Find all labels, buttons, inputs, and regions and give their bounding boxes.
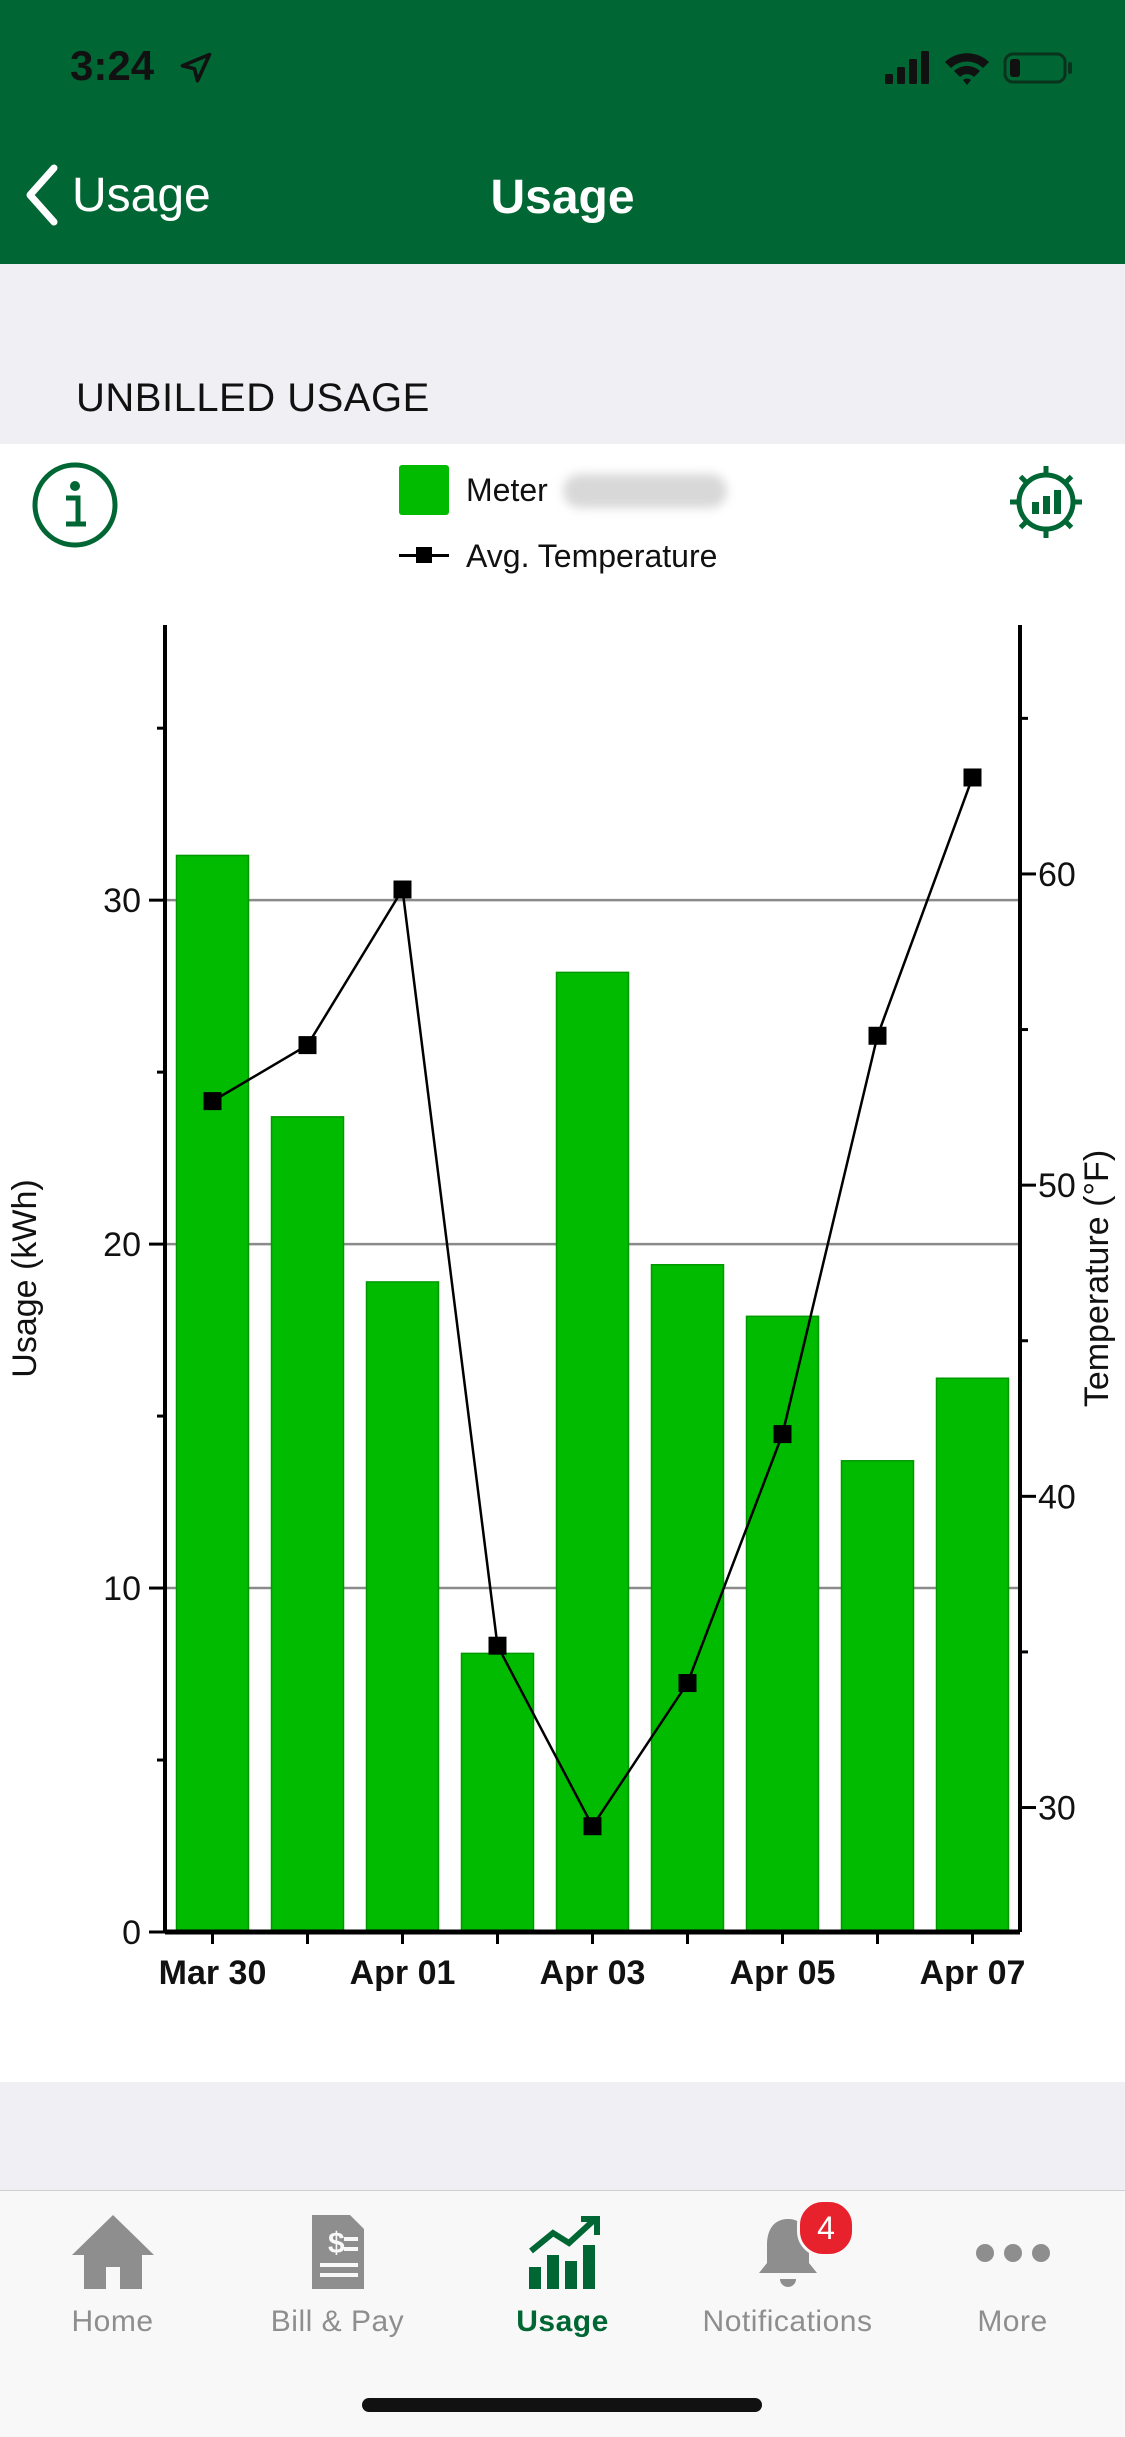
back-label: Usage — [72, 168, 211, 222]
section-header — [0, 264, 1125, 444]
header: 3:24 Usage Usage — [0, 0, 1125, 264]
tab-more[interactable]: More — [900, 2211, 1125, 2361]
status-time: 3:24 — [70, 42, 155, 89]
tab-usage[interactable]: Usage — [450, 2211, 675, 2361]
usage-chart: 0 10 20 30 30 40 50 60 Mar 30 Apr 01 Apr 03 Apr 05 A… — [6, 625, 1116, 1992]
temperature-point — [203, 1092, 222, 1111]
tab-home[interactable]: Home — [0, 2211, 225, 2361]
usage-chart-icon — [528, 2216, 600, 2289]
tab-more-label: More — [977, 2305, 1048, 2338]
temperature-point — [773, 1425, 792, 1444]
temperature-point — [963, 768, 982, 787]
status-icons — [885, 51, 1072, 85]
meter-number-redacted — [563, 474, 727, 508]
legend-temp-marker — [416, 547, 432, 563]
bar — [270, 1116, 345, 1933]
temperature-point — [488, 1636, 507, 1655]
bill-icon: $ — [311, 2215, 364, 2289]
chevron-left-icon — [26, 164, 58, 226]
y2-tick-label: 60 — [1038, 856, 1076, 894]
signal-icon — [885, 51, 929, 84]
y-tick-label: 30 — [103, 882, 141, 920]
x-tick-label: Mar 30 — [159, 1954, 267, 1992]
battery-icon — [1003, 52, 1072, 84]
back-button[interactable]: Usage — [22, 160, 211, 230]
info-icon[interactable] — [30, 460, 120, 550]
x-tick-label: Apr 07 — [920, 1954, 1026, 1992]
tab-notifications[interactable]: 4 Notifications — [675, 2199, 900, 2361]
temperature-point — [298, 1036, 317, 1055]
page-title: Usage — [490, 171, 635, 224]
bar — [555, 971, 630, 1933]
home-indicator — [362, 2398, 762, 2412]
bar — [460, 1652, 535, 1933]
bar — [650, 1263, 725, 1933]
svg-text:$: $ — [328, 2227, 345, 2260]
temperature-point — [868, 1026, 887, 1045]
y-tick-label: 20 — [103, 1226, 141, 1264]
y2-tick-label: 30 — [1038, 1790, 1076, 1828]
tab-notifications-label: Notifications — [702, 2305, 873, 2338]
legend-meter-swatch — [399, 465, 449, 515]
section-title: UNBILLED USAGE — [76, 376, 430, 420]
notification-badge: 4 — [797, 2199, 855, 2257]
y2-axis-title: Temperature (°F) — [1078, 1150, 1116, 1407]
y-tick-label: 10 — [103, 1570, 141, 1608]
home-icon — [71, 2215, 154, 2289]
y-axis-title: Usage (kWh) — [6, 1179, 44, 1377]
temperature-point — [678, 1674, 697, 1693]
tab-home-label: Home — [71, 2305, 154, 2338]
legend-meter-label: Meter — [466, 472, 548, 508]
temperature-point — [393, 880, 412, 899]
y2-tick-label: 40 — [1038, 1478, 1076, 1516]
location-arrow-icon — [180, 52, 212, 83]
x-tick-label: Apr 05 — [730, 1954, 836, 1992]
bar — [365, 1281, 440, 1933]
tab-bill-pay-label: Bill & Pay — [270, 2305, 405, 2338]
more-icon — [975, 2244, 1050, 2262]
tab-bill-pay[interactable]: $ Bill & Pay — [225, 2211, 450, 2361]
tab-usage-label: Usage — [516, 2305, 609, 2338]
bar — [935, 1377, 1010, 1933]
x-tick-label: Apr 01 — [350, 1954, 456, 1992]
bar — [840, 1460, 915, 1933]
x-tick-label: Apr 03 — [540, 1954, 646, 1992]
bar — [175, 854, 250, 1933]
legend-temp-label: Avg. Temperature — [466, 538, 718, 574]
wifi-icon — [945, 53, 989, 85]
bar — [745, 1315, 820, 1933]
y2-tick-label: 50 — [1038, 1167, 1076, 1205]
temperature-point — [583, 1817, 602, 1836]
content-footer — [0, 2082, 1125, 2190]
chart-settings-icon[interactable] — [1006, 462, 1086, 542]
tab-bar: Home $ Bill & Pay Usage 4 Notifications — [0, 2190, 1125, 2437]
y-tick-label: 0 — [122, 1914, 141, 1952]
